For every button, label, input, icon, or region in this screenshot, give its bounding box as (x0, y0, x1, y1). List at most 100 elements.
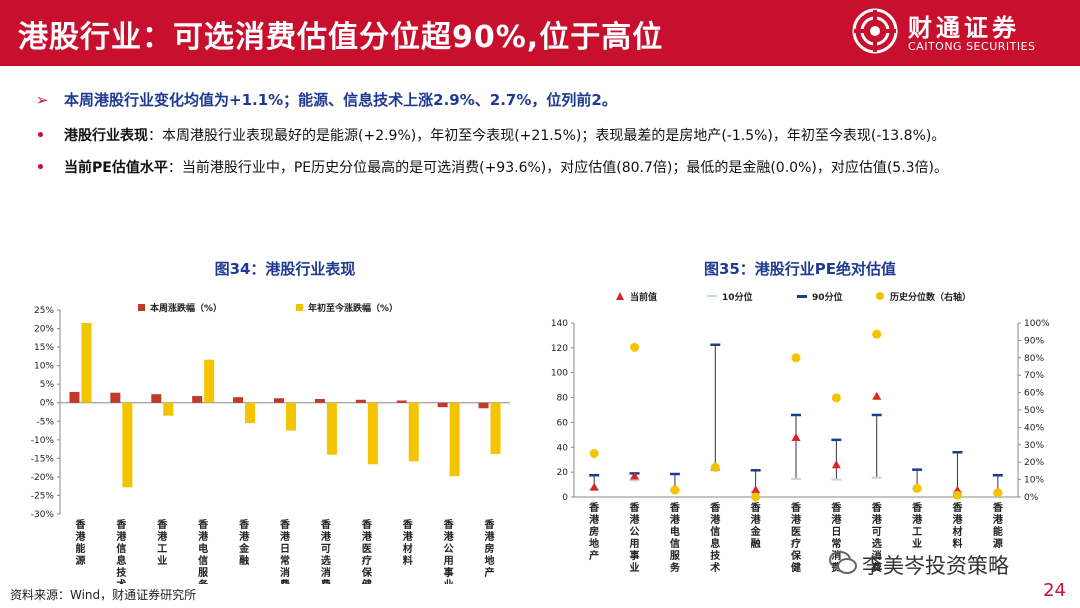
legend-label: 当前值 (630, 291, 657, 303)
svg-text:信: 信 (116, 542, 126, 555)
svg-text:医: 医 (791, 526, 801, 538)
svg-text:香: 香 (670, 501, 680, 514)
current-value-marker (751, 485, 761, 494)
svg-text:可: 可 (321, 543, 331, 555)
svg-text:香: 香 (362, 518, 372, 531)
svg-text:港: 港 (589, 513, 600, 526)
page-title: 港股行业：可选消费估值分位超90%,位于高位 (18, 20, 664, 55)
svg-text:业: 业 (630, 561, 640, 574)
svg-text:公: 公 (444, 543, 454, 555)
y2-tick-label: 50% (1024, 406, 1044, 416)
svg-text:日: 日 (831, 526, 841, 538)
y2-tick-label: 20% (1024, 458, 1044, 468)
bar (437, 402, 448, 408)
summary-bullets: ➢ 本周港股行业变化均值为+1.1%；能源、信息技术上涨2.9%、2.7%，位列… (36, 90, 1066, 178)
legend-marker (707, 295, 717, 297)
svg-text:香: 香 (710, 501, 720, 514)
svg-text:用: 用 (443, 555, 454, 567)
bar (478, 402, 489, 409)
current-value-marker (831, 460, 841, 469)
svg-text:工: 工 (912, 527, 922, 538)
legend-marker (797, 295, 807, 298)
svg-text:日: 日 (280, 543, 290, 555)
svg-text:港: 港 (710, 513, 721, 526)
legend-label: 年初至今涨跌幅（%） (308, 302, 398, 314)
svg-text:材: 材 (952, 525, 962, 538)
svg-text:能: 能 (75, 542, 85, 555)
bar (151, 394, 162, 403)
svg-text:香: 香 (116, 518, 126, 531)
svg-text:香: 香 (952, 501, 962, 514)
bar (408, 402, 419, 462)
svg-text:电: 电 (670, 525, 680, 538)
y-tick-label: -10% (31, 436, 55, 446)
y2-tick-label: 10% (1024, 476, 1044, 486)
current-value-marker (589, 482, 599, 491)
svg-text:常: 常 (280, 554, 290, 567)
svg-text:金: 金 (238, 542, 250, 555)
svg-text:港: 港 (321, 530, 332, 543)
caitong-logo-icon (852, 8, 898, 54)
svg-text:医: 医 (362, 543, 372, 555)
svg-text:房: 房 (589, 525, 599, 538)
svg-text:电: 电 (198, 542, 208, 555)
pe-text: ：当前港股行业中，PE历史分位最高的是可选消费(+93.6%)，对应估值(80.… (167, 160, 949, 176)
svg-text:事: 事 (630, 549, 640, 562)
svg-text:香: 香 (993, 501, 1003, 514)
svg-text:香: 香 (280, 518, 290, 531)
svg-text:港: 港 (993, 513, 1004, 526)
svg-text:港: 港 (444, 530, 455, 543)
svg-text:香: 香 (831, 501, 841, 514)
svg-text:港: 港 (157, 530, 168, 543)
svg-text:产: 产 (589, 549, 599, 562)
bar (233, 397, 244, 403)
y2-tick-label: 80% (1024, 354, 1044, 364)
performance-key: 港股行业表现 (64, 128, 148, 144)
dot-bullet-icon: • (36, 128, 45, 144)
legend-label: 90分位 (812, 291, 843, 303)
y-tick-label: 40 (557, 443, 569, 453)
svg-text:港: 港 (75, 530, 86, 543)
svg-text:技: 技 (710, 549, 721, 562)
svg-text:服: 服 (670, 550, 681, 562)
svg-text:术: 术 (115, 578, 126, 584)
svg-text:疗: 疗 (791, 537, 801, 550)
current-value-marker (630, 471, 640, 480)
header-bar: 港股行业：可选消费估值分位超90%,位于高位 财通证券 CAITONG SECU… (0, 0, 1080, 66)
percentile-dot (710, 462, 720, 472)
svg-text:香: 香 (198, 518, 208, 531)
y-tick-label: -15% (31, 454, 55, 464)
bar (110, 392, 121, 403)
y-tick-label: 140 (551, 319, 568, 329)
bar (69, 391, 80, 403)
y-tick-label: 60 (557, 418, 569, 428)
y-tick-label: -20% (31, 473, 55, 483)
svg-text:疗: 疗 (362, 554, 372, 567)
dot-bullet-icon: • (36, 160, 45, 176)
percentile-dot (751, 492, 761, 502)
svg-text:港: 港 (198, 530, 209, 543)
svg-text:港: 港 (280, 530, 291, 543)
svg-text:务: 务 (198, 578, 209, 584)
svg-text:用: 用 (629, 538, 640, 550)
svg-text:香: 香 (872, 501, 882, 514)
svg-text:消: 消 (280, 566, 290, 579)
bar (326, 402, 337, 455)
svg-text:息: 息 (710, 537, 720, 550)
wechat-watermark: 李美岑投资策略 (828, 546, 1028, 580)
page-number: 24 (1043, 580, 1066, 601)
